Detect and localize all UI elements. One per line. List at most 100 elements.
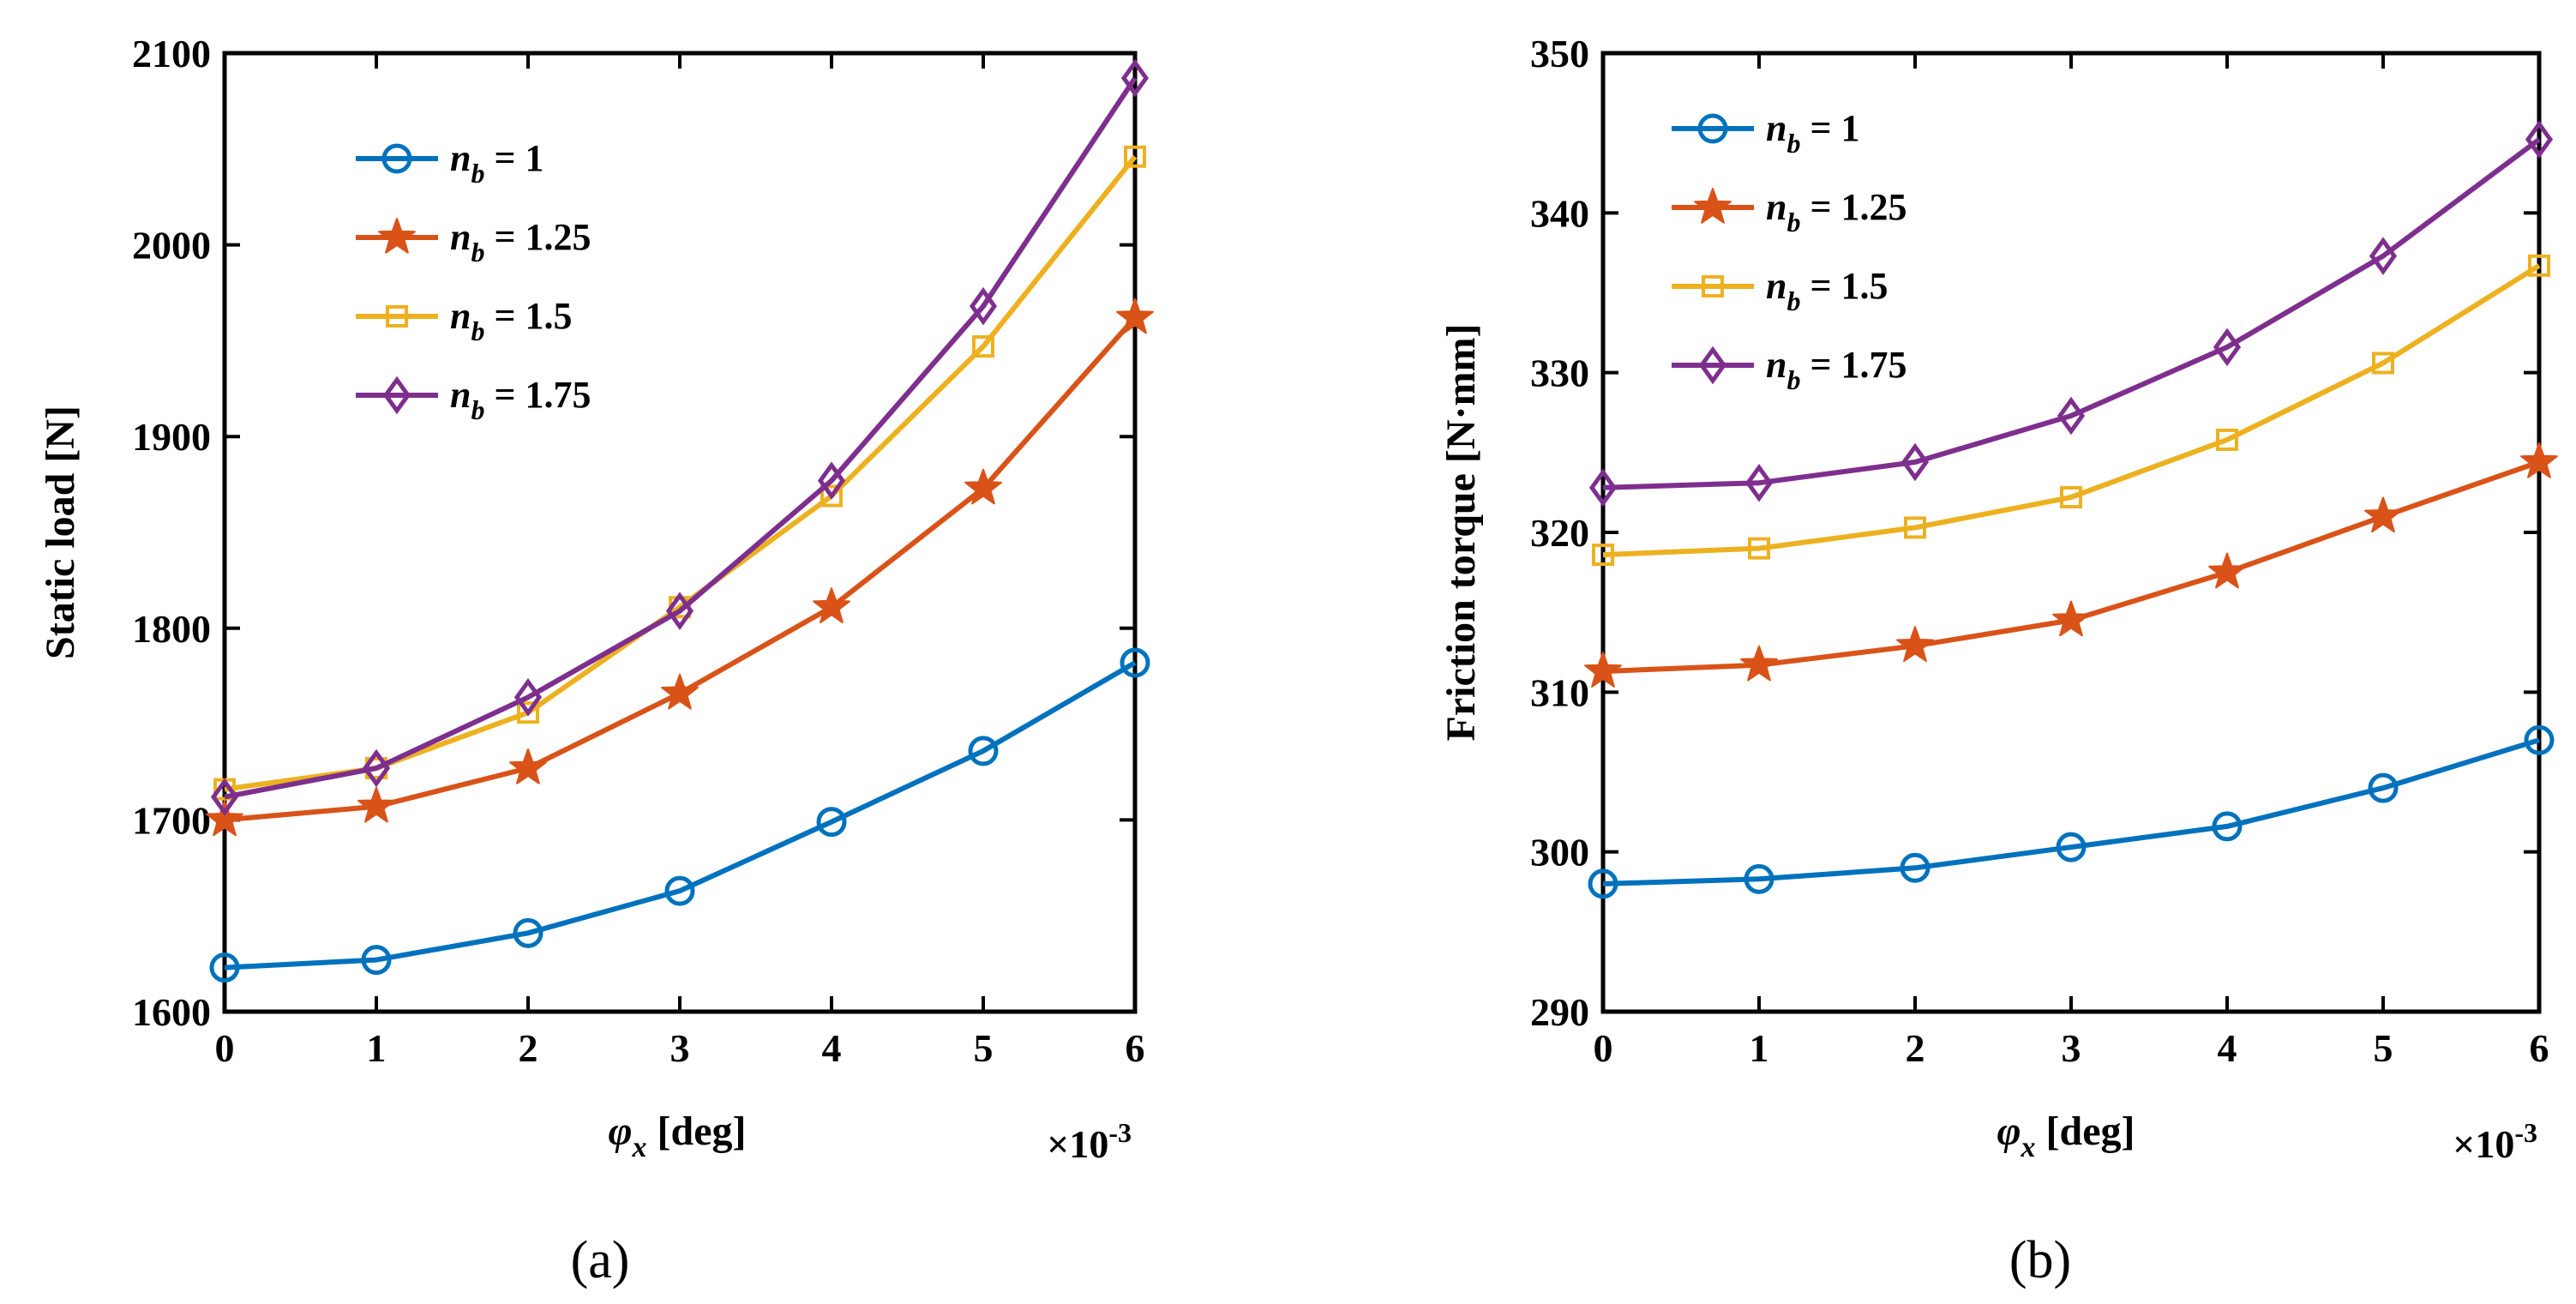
data-point-square xyxy=(1124,145,1146,168)
data-point-star xyxy=(206,800,243,837)
data-point-square xyxy=(2528,254,2550,277)
data-point-square xyxy=(1904,516,1926,539)
y-tick-label-b: 310 xyxy=(1530,670,1589,714)
panel-a: 0 1 2 3 4 5 6 1600 1700 1800 1900 2000 2100 Static l… xyxy=(38,32,1154,1289)
data-point-circle xyxy=(664,875,695,906)
x-tick-label-b: 4 xyxy=(2218,1026,2237,1070)
data-point-circle xyxy=(816,807,847,838)
y-tick-label-a: 1600 xyxy=(132,990,211,1034)
x-tick-label-a: 6 xyxy=(1126,1026,1145,1070)
data-point-star xyxy=(2520,442,2558,478)
data-point-circle xyxy=(2212,811,2243,842)
x-tick-label-a: 1 xyxy=(367,1026,387,1070)
y-tick-label-b: 330 xyxy=(1530,352,1589,395)
data-point-square xyxy=(1592,544,1614,567)
legend-marker-diamond xyxy=(382,376,411,415)
data-point-star xyxy=(2208,552,2246,589)
data-point-diamond xyxy=(1588,468,1618,508)
data-point-diamond xyxy=(2213,328,2242,367)
legend-label: nb = 1.5 xyxy=(450,295,573,346)
x-tick-label-a: 5 xyxy=(974,1026,994,1070)
data-point-square xyxy=(972,335,994,358)
data-point-diamond xyxy=(2525,120,2554,159)
legend-label: nb = 1.5 xyxy=(1766,265,1888,316)
plot-frame-b xyxy=(1600,51,2542,1014)
plot-frame-a xyxy=(222,51,1138,1014)
legend-label: nb = 1 xyxy=(1766,107,1860,159)
data-point-square xyxy=(2372,352,2394,375)
data-point-circle xyxy=(2056,832,2087,862)
data-point-diamond xyxy=(817,461,846,500)
legend-marker-star xyxy=(378,218,416,254)
series-line-circle xyxy=(224,660,1137,970)
legend-b: nb = 1 nb = 1.25 nb = 1.5 nb = 1.75 xyxy=(1672,107,1907,395)
data-point-circle xyxy=(2368,772,2399,803)
x-tick-label-b: 0 xyxy=(1594,1026,1613,1070)
data-point-diamond xyxy=(2369,237,2398,275)
data-point-square xyxy=(517,701,539,724)
legend-label: nb = 1.75 xyxy=(450,374,591,425)
series-line-circle xyxy=(1602,737,2540,886)
y-tick-label-a: 1700 xyxy=(132,798,211,842)
data-point-star xyxy=(1896,626,1934,663)
series-line-diamond xyxy=(224,76,1138,800)
panel-label-a: (a) xyxy=(571,1231,630,1289)
y-tick-label-a: 2000 xyxy=(132,224,211,267)
x-tick-label-a: 2 xyxy=(519,1026,538,1070)
data-point-star xyxy=(1584,652,1622,688)
legend-marker-circle xyxy=(381,143,412,174)
data-point-circle xyxy=(513,917,543,948)
data-point-circle xyxy=(1744,863,1774,894)
legend-marker-square xyxy=(1702,275,1724,297)
data-point-star xyxy=(661,673,699,710)
data-point-circle xyxy=(209,952,240,983)
legend-label: nb = 1.25 xyxy=(1766,186,1907,237)
x-multiplier-a: ×10-3 xyxy=(1047,1117,1132,1166)
legend-marker-diamond xyxy=(1698,346,1727,385)
data-point-circle xyxy=(361,945,392,976)
legend-marker-star xyxy=(1694,188,1732,224)
y-tick-label-b: 350 xyxy=(1530,32,1589,75)
series-line-square xyxy=(1602,263,2541,558)
data-point-diamond xyxy=(2057,396,2086,436)
data-point-circle xyxy=(1588,868,1618,899)
data-point-circle xyxy=(1900,852,1930,883)
data-point-diamond xyxy=(210,778,239,816)
data-point-diamond xyxy=(1120,58,1150,98)
data-point-diamond xyxy=(665,592,694,630)
y-tick-label-a: 2100 xyxy=(132,32,211,75)
y-tick-label-b: 300 xyxy=(1530,831,1589,874)
data-point-circle xyxy=(2524,724,2555,755)
data-point-star xyxy=(964,468,1002,505)
y-tick-label-b: 290 xyxy=(1530,990,1589,1034)
panel-b: 0 1 2 3 4 5 6 290 300 310 320 330 340 350 Friction to… xyxy=(1438,32,2558,1289)
data-point-square xyxy=(820,484,843,508)
data-point-square xyxy=(1748,537,1770,560)
panel-label-b: (b) xyxy=(2009,1231,2071,1289)
legend-label: nb = 1.25 xyxy=(450,216,591,267)
x-tick-label-a: 0 xyxy=(215,1026,235,1070)
data-point-diamond xyxy=(1900,442,1930,482)
x-tick-label-a: 4 xyxy=(822,1026,842,1070)
x-tick-label-b: 5 xyxy=(2374,1026,2393,1070)
y-tick-label-b: 340 xyxy=(1530,191,1589,235)
y-tick-label-b: 320 xyxy=(1530,511,1589,555)
y-axis-label-b: Friction torque [N·mm] xyxy=(1438,323,1484,741)
series-line-diamond xyxy=(1602,137,2541,490)
data-point-diamond xyxy=(969,286,998,326)
y-tick-label-a: 1900 xyxy=(132,415,211,459)
data-point-star xyxy=(2364,496,2402,533)
x-tick-label-b: 2 xyxy=(1906,1026,1925,1070)
data-point-star xyxy=(1116,297,1154,334)
x-axis-label-a: φx [deg] xyxy=(608,1109,746,1163)
y-axis-label-a: Static load [N] xyxy=(38,406,83,659)
legend-a: nb = 1 nb = 1.25 nb = 1.5 nb = 1.75 xyxy=(356,137,591,425)
data-point-circle xyxy=(968,736,999,766)
x-multiplier-b: ×10-3 xyxy=(2453,1117,2537,1166)
data-point-square xyxy=(2060,486,2082,509)
legend-marker-circle xyxy=(1697,113,1728,144)
y-tick-label-a: 1800 xyxy=(132,607,211,651)
x-tick-label-b: 6 xyxy=(2530,1026,2549,1070)
legend-label: nb = 1.75 xyxy=(1766,344,1907,395)
